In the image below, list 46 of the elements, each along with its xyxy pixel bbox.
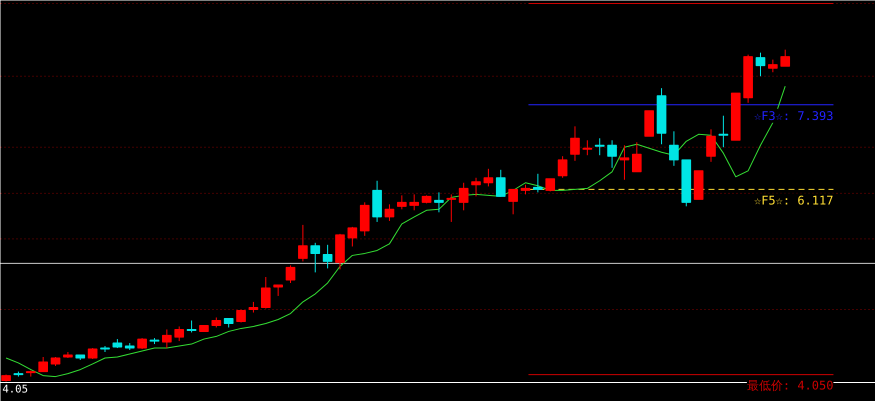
candlestick <box>211 317 222 328</box>
candlestick <box>768 59 778 73</box>
candlestick <box>260 276 271 310</box>
candlestick <box>273 284 283 296</box>
candlestick <box>520 184 530 195</box>
candlestick <box>38 356 48 372</box>
candlestick <box>496 169 506 197</box>
candlestick <box>582 140 592 156</box>
candlestick <box>137 338 147 350</box>
candlestick <box>409 194 420 211</box>
candlestick <box>484 168 494 187</box>
candlestick <box>310 242 320 273</box>
candlestick <box>434 192 444 213</box>
candlestick <box>718 115 728 148</box>
text: 4.05 <box>2 382 28 396</box>
annotation: ☆F3☆: 7.393 <box>754 108 834 123</box>
candlestick <box>186 320 196 333</box>
annotation: 最低价: 4.050 <box>746 378 834 393</box>
candlestick <box>669 130 679 166</box>
candlestick <box>248 301 258 314</box>
annotation: ☆F5☆: 6.117 <box>754 193 834 208</box>
candlestick <box>384 204 394 222</box>
candlestick <box>174 326 184 342</box>
candlestick <box>322 244 332 269</box>
candlestick <box>594 138 605 156</box>
candlestick <box>558 156 568 178</box>
candlestick <box>236 309 246 323</box>
candlestick <box>632 142 642 172</box>
candlestick <box>533 173 543 193</box>
candlestick <box>298 224 308 262</box>
candlestick <box>348 226 358 247</box>
candlestick <box>508 188 518 215</box>
candlestick <box>162 328 172 349</box>
candlestick <box>780 49 790 67</box>
candlestick <box>706 128 716 162</box>
candlestick <box>570 126 580 162</box>
candlestick <box>286 264 296 284</box>
candlestick <box>458 182 468 211</box>
candlestick <box>756 52 766 77</box>
candlestick <box>607 140 617 168</box>
candlestick <box>620 144 630 180</box>
candlestick <box>396 194 407 210</box>
candlestick <box>471 177 481 197</box>
candlestick <box>446 194 456 222</box>
candlestick <box>545 178 556 192</box>
candlestick <box>88 348 98 360</box>
